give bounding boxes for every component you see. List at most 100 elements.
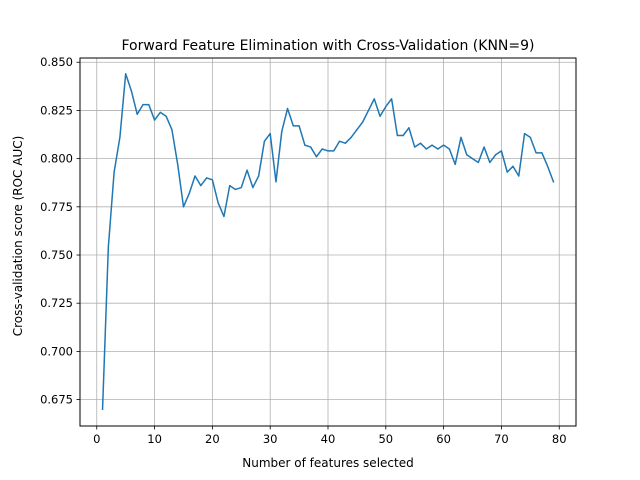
data-point bbox=[130, 90, 133, 92]
x-tick-label: 20 bbox=[205, 432, 220, 446]
data-point bbox=[327, 150, 329, 152]
data-point bbox=[194, 175, 196, 177]
data-point bbox=[454, 163, 456, 166]
data-point bbox=[402, 134, 404, 137]
x-axis-label: Number of features selected bbox=[242, 456, 413, 470]
data-point bbox=[229, 185, 231, 187]
data-point bbox=[234, 188, 237, 191]
data-point bbox=[246, 169, 248, 171]
data-point bbox=[419, 142, 422, 144]
data-point bbox=[356, 129, 358, 131]
y-tick-label: 0.800 bbox=[40, 152, 73, 166]
x-tick-label: 70 bbox=[494, 432, 509, 446]
data-point bbox=[350, 136, 352, 139]
data-point bbox=[263, 140, 266, 142]
data-point bbox=[125, 73, 127, 75]
data-points bbox=[101, 73, 555, 410]
data-point bbox=[269, 132, 271, 135]
data-point bbox=[518, 175, 520, 177]
data-point bbox=[304, 144, 306, 146]
data-point bbox=[101, 408, 104, 410]
data-point bbox=[310, 146, 312, 148]
data-point bbox=[477, 161, 479, 164]
data-point bbox=[379, 115, 381, 117]
x-axis-ticks: 0 10 20 30 40 50 60 70 80 bbox=[93, 426, 567, 446]
y-tick-label: 0.675 bbox=[40, 393, 73, 407]
data-point bbox=[142, 104, 144, 106]
data-point bbox=[408, 127, 410, 129]
data-point bbox=[373, 98, 375, 100]
data-point bbox=[223, 215, 225, 218]
data-point bbox=[211, 179, 213, 181]
data-point bbox=[252, 186, 254, 189]
y-tick-label: 0.775 bbox=[40, 200, 73, 214]
data-point bbox=[171, 129, 173, 131]
data-point bbox=[495, 154, 497, 156]
data-point bbox=[200, 185, 202, 187]
y-tick-label: 0.750 bbox=[40, 248, 73, 262]
y-gridlines bbox=[80, 61, 576, 400]
data-point bbox=[258, 175, 260, 177]
x-tick-label: 10 bbox=[147, 432, 162, 446]
x-tick-label: 30 bbox=[263, 432, 278, 446]
y-tick-label: 0.825 bbox=[40, 103, 73, 117]
data-point bbox=[448, 148, 450, 150]
data-point bbox=[367, 109, 370, 112]
data-point bbox=[471, 158, 474, 160]
data-point bbox=[483, 146, 485, 148]
data-point bbox=[275, 181, 277, 183]
y-axis-label: Cross-validation score (ROC AUC) bbox=[11, 136, 25, 337]
data-point bbox=[535, 152, 537, 154]
data-point bbox=[390, 98, 393, 100]
data-point bbox=[385, 105, 387, 108]
data-point bbox=[425, 148, 427, 150]
data-point bbox=[344, 142, 346, 144]
chart-title: Forward Feature Elimination with Cross-V… bbox=[121, 38, 534, 54]
data-point bbox=[541, 152, 543, 154]
data-point bbox=[443, 144, 445, 146]
data-point bbox=[206, 177, 208, 179]
x-tick-label: 60 bbox=[436, 432, 451, 446]
data-point bbox=[437, 148, 439, 150]
data-point bbox=[500, 150, 503, 152]
x-tick-label: 0 bbox=[93, 432, 100, 446]
data-point bbox=[148, 104, 150, 106]
data-point bbox=[119, 136, 121, 139]
data-point bbox=[512, 165, 514, 167]
data-point bbox=[333, 150, 335, 152]
data-point bbox=[321, 148, 323, 150]
x-tick-label: 40 bbox=[321, 432, 336, 446]
data-point bbox=[460, 136, 462, 139]
data-point bbox=[159, 111, 161, 113]
data-point bbox=[506, 171, 508, 173]
data-point bbox=[182, 206, 185, 208]
data-point bbox=[188, 192, 190, 194]
data-point bbox=[165, 115, 167, 117]
y-axis-ticks: 0.675 0.700 0.725 0.750 0.775 0.800 0.825 0.850 bbox=[40, 55, 80, 407]
x-tick-label: 80 bbox=[552, 432, 567, 446]
data-point bbox=[217, 202, 219, 204]
y-tick-label: 0.850 bbox=[40, 55, 73, 69]
data-point bbox=[523, 132, 526, 135]
data-point bbox=[396, 134, 398, 137]
data-point bbox=[292, 125, 294, 127]
data-point bbox=[315, 156, 318, 158]
data-point bbox=[414, 146, 416, 148]
data-point bbox=[286, 107, 289, 110]
data-point bbox=[177, 163, 179, 166]
y-tick-label: 0.725 bbox=[40, 296, 73, 310]
data-point bbox=[281, 131, 283, 133]
data-point bbox=[338, 140, 341, 142]
data-point bbox=[298, 125, 300, 127]
data-point bbox=[547, 165, 549, 167]
data-point bbox=[431, 144, 433, 146]
data-point bbox=[107, 246, 109, 248]
data-point bbox=[466, 154, 468, 156]
x-tick-label: 50 bbox=[378, 432, 393, 446]
data-point bbox=[489, 161, 491, 164]
data-point bbox=[113, 171, 115, 173]
data-point bbox=[362, 121, 364, 123]
data-point bbox=[153, 119, 156, 121]
